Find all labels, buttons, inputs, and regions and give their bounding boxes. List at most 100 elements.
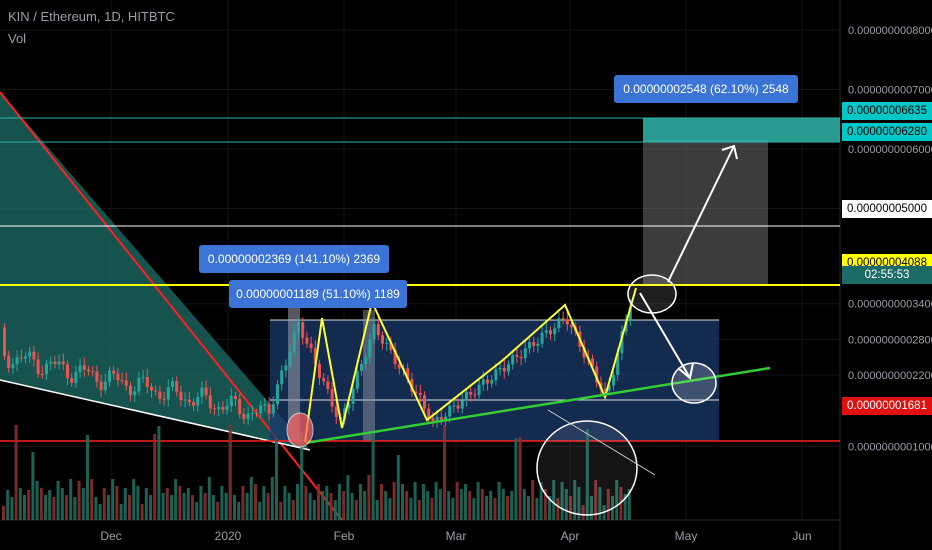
volume-label: Vol — [8, 31, 27, 46]
volume-bar — [438, 489, 442, 520]
volume-bar — [102, 488, 106, 520]
volume-bar — [422, 484, 425, 520]
candle-body — [397, 364, 401, 369]
target-zone — [643, 118, 840, 142]
volume-bar — [60, 488, 64, 520]
volume-bar — [426, 491, 430, 520]
volume-bar — [266, 493, 270, 520]
candle-body — [519, 356, 523, 359]
volume-bar — [325, 486, 329, 520]
candle-body — [183, 399, 187, 401]
volume-bar — [577, 487, 581, 520]
candle-body — [150, 386, 153, 391]
candle-body — [393, 349, 397, 365]
candle-body — [561, 318, 565, 320]
candle-body — [158, 391, 162, 399]
candle-body — [607, 385, 611, 391]
candle-body — [187, 399, 191, 403]
candle-body — [36, 359, 40, 374]
candle-body — [267, 404, 271, 414]
volume-bar — [203, 493, 207, 520]
candle-body — [103, 381, 107, 391]
volume-bar — [409, 498, 413, 520]
volume-bar — [531, 480, 535, 520]
volume-bar — [556, 498, 560, 520]
candle-body — [145, 376, 149, 387]
volume-bar — [287, 493, 291, 520]
candle-body — [175, 381, 179, 392]
volume-bar — [128, 495, 131, 520]
candle-body — [3, 327, 6, 356]
volume-bar — [384, 491, 388, 520]
candle-body — [427, 408, 431, 418]
candle-body — [502, 367, 506, 372]
measure-bar — [363, 310, 375, 442]
volume-bar — [627, 489, 631, 520]
volume-bar — [199, 486, 203, 520]
volume-bar — [174, 479, 178, 520]
candle-body — [49, 361, 53, 364]
candle-body — [112, 370, 116, 374]
candle-body — [284, 365, 288, 371]
candle-body — [431, 417, 435, 422]
volume-bar — [329, 493, 333, 520]
candle-body — [234, 395, 237, 400]
volume-bar — [23, 495, 26, 520]
volume-bar — [569, 496, 572, 520]
y-tick-label: 0.0000000007000 — [848, 85, 932, 97]
volume-bar — [359, 484, 362, 520]
volume-bar — [212, 495, 215, 520]
volume-bar — [493, 498, 497, 520]
volume-bar — [228, 425, 232, 520]
volume-bar — [594, 480, 598, 520]
volume-bar — [119, 504, 123, 520]
retest-circle — [671, 362, 717, 404]
candle-body — [570, 324, 573, 328]
volume-bar — [371, 433, 375, 520]
candle-body — [523, 348, 527, 359]
top-circle — [627, 274, 677, 314]
candle-body — [318, 363, 321, 379]
volume-bar — [144, 488, 148, 520]
volume-bar — [165, 488, 169, 520]
volume-bar — [220, 486, 224, 520]
candle-body — [166, 387, 170, 400]
candle-body — [129, 385, 132, 396]
candle-body — [263, 404, 267, 406]
candle-body — [7, 355, 11, 368]
volume-bar — [443, 425, 446, 520]
volume-bar — [434, 482, 438, 520]
candle-body — [137, 377, 141, 392]
candle-body — [204, 387, 208, 396]
volume-bar — [342, 491, 346, 520]
candle-body — [565, 319, 569, 325]
volume-bar — [300, 431, 304, 520]
y-tick-label: 0.0000000006000 — [848, 144, 932, 156]
candle-body — [221, 406, 225, 410]
volume-bar — [590, 496, 593, 520]
candle-body — [229, 395, 233, 406]
volume-bar — [548, 496, 551, 520]
descending-channel-fill — [0, 92, 310, 450]
candle-body — [87, 369, 90, 372]
candle-body — [355, 370, 359, 389]
candle-body — [439, 416, 443, 421]
candle-body — [309, 343, 313, 349]
candle-body — [255, 413, 258, 415]
candle-body — [301, 322, 305, 338]
candle-body — [444, 416, 447, 421]
candle-body — [19, 357, 23, 359]
candle-body — [66, 364, 69, 379]
candle-body — [99, 381, 103, 391]
volume-bar — [245, 493, 249, 520]
candle-body — [28, 351, 32, 357]
volume-bar — [375, 500, 379, 520]
projection-arrowhead-down — [677, 362, 694, 380]
volume-bar — [522, 489, 526, 520]
x-tick-label: Apr — [561, 529, 580, 543]
candle-body — [15, 357, 19, 365]
candle-body — [141, 376, 145, 378]
candle-body — [78, 365, 82, 373]
candle-body — [154, 390, 158, 392]
x-tick-label: Mar — [446, 529, 467, 543]
